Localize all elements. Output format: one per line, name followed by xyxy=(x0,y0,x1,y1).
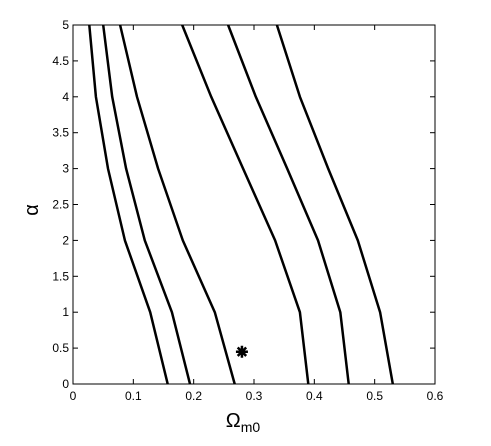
x-label-main: Ω xyxy=(226,410,241,432)
y-tick-label: 2.5 xyxy=(52,198,69,212)
contour-line xyxy=(181,24,310,385)
plot-frame xyxy=(72,24,436,385)
contour-line xyxy=(118,24,236,385)
contour-line xyxy=(226,24,350,385)
y-tick-label: 4.5 xyxy=(52,54,69,68)
x-tick-label: 0 xyxy=(70,389,77,403)
y-tick-label: 1.5 xyxy=(52,269,69,283)
x-tick-label: 0.6 xyxy=(427,389,444,403)
x-tick-label: 0.3 xyxy=(246,389,263,403)
y-tick-label: 5 xyxy=(62,18,69,32)
y-tick-label: 1 xyxy=(62,305,69,319)
contour-line xyxy=(101,24,192,385)
y-axis-label: α xyxy=(21,204,43,216)
y-tick-label: 4 xyxy=(62,90,69,104)
x-axis-label: Ωm0 xyxy=(226,410,261,435)
y-tick-label: 3.5 xyxy=(52,126,69,140)
x-tick-label: 0.4 xyxy=(306,389,323,403)
y-tick-label: 0.5 xyxy=(52,341,69,355)
contour-line xyxy=(275,24,395,385)
y-tick-label: 2 xyxy=(62,233,69,247)
y-tick-label: 0 xyxy=(62,377,69,391)
contour-line xyxy=(88,24,169,385)
x-tick-label: 0.2 xyxy=(185,389,202,403)
y-tick-label: 3 xyxy=(62,162,69,176)
x-tick-label: 0.1 xyxy=(125,389,142,403)
star-marker xyxy=(235,345,248,358)
x-label-sub: m0 xyxy=(241,419,261,435)
x-tick-label: 0.5 xyxy=(366,389,383,403)
